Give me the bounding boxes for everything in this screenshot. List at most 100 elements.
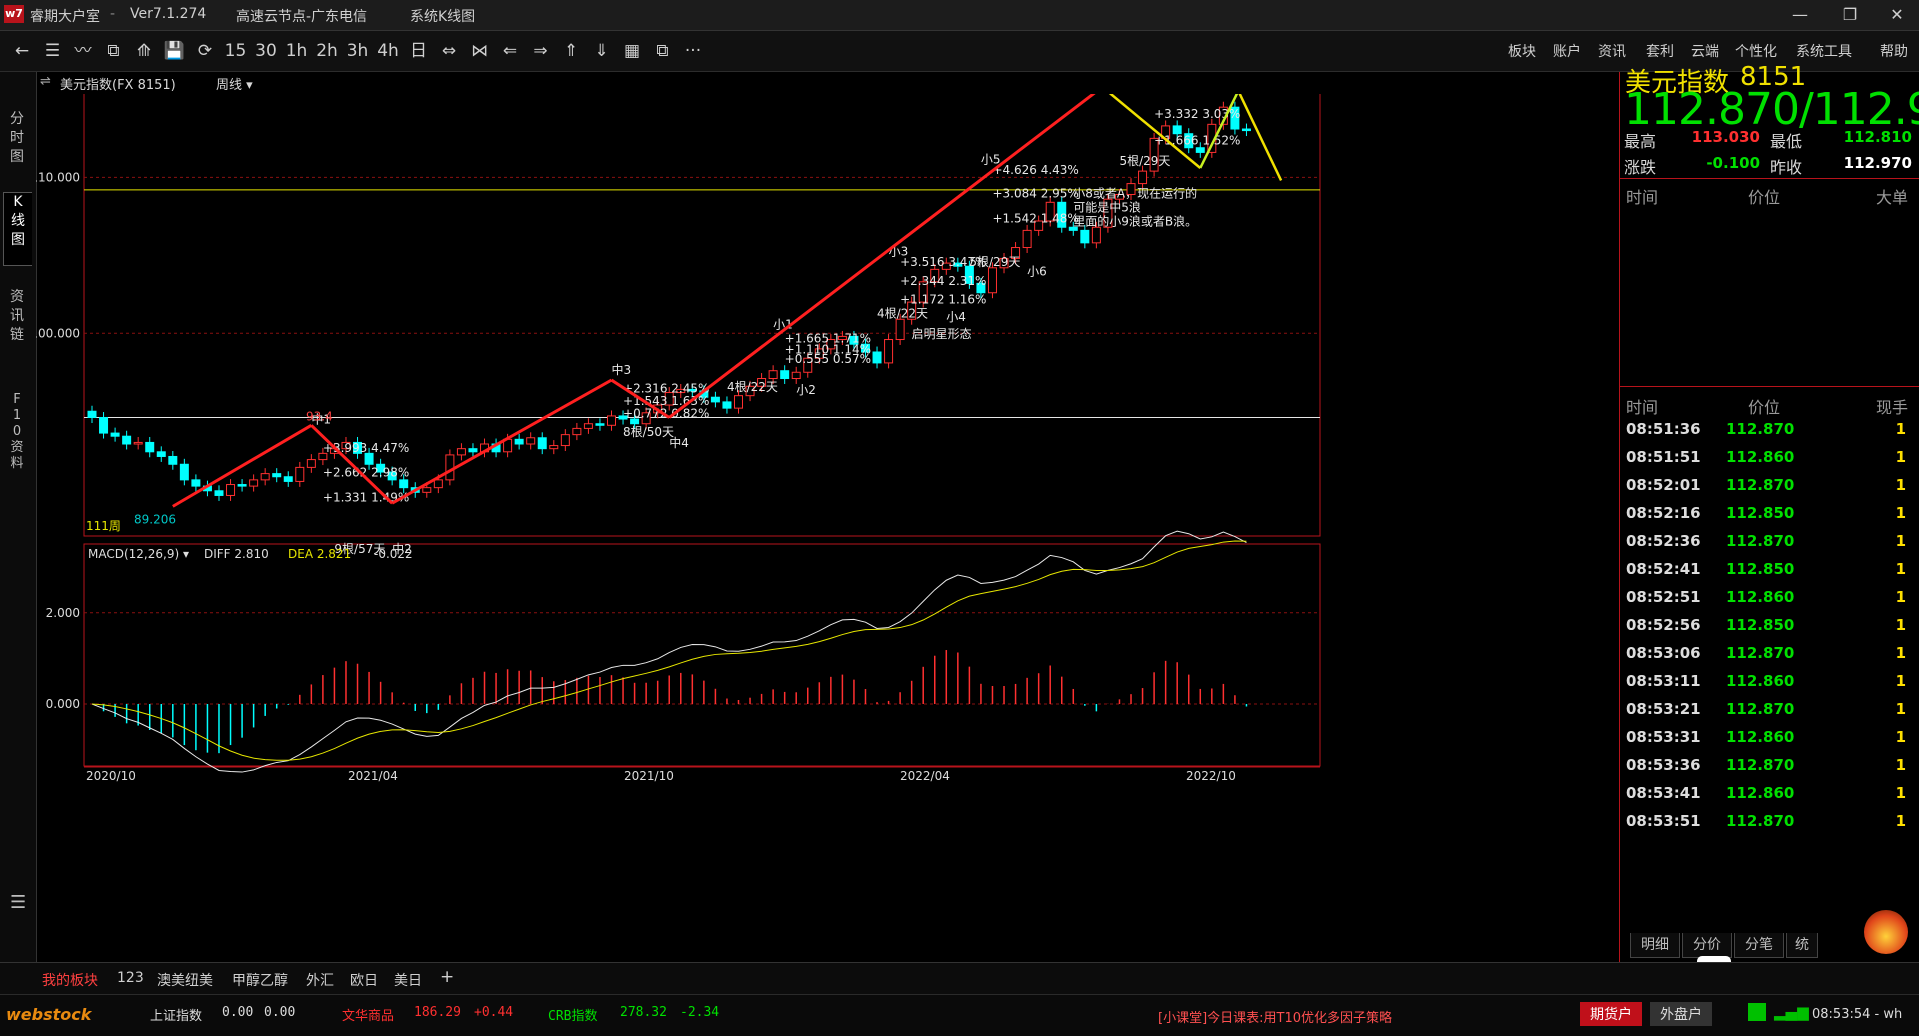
forecast-arrow-yellow	[1199, 94, 1239, 169]
candle-body	[445, 454, 455, 481]
minimize-button[interactable]: —	[1792, 5, 1808, 24]
menu-item[interactable]: 套利	[1646, 44, 1674, 60]
big-order-header-price: 价位	[1748, 188, 1781, 207]
index3-name[interactable]: CRB指数	[548, 1009, 598, 1024]
candle-body	[1138, 170, 1148, 185]
toolbar-button[interactable]: ···	[684, 41, 702, 61]
menu-item[interactable]: 资讯	[1598, 44, 1626, 60]
kline-chart[interactable]: 110.000 100.000 中1 +3.993 4.47% +2.662 2.98%…	[36, 94, 1618, 962]
tick-row: 08:52:01 112.870 1	[1620, 472, 1919, 500]
menu-item[interactable]: 板块	[1508, 44, 1536, 60]
tab-news-chain[interactable]: 资讯链	[10, 289, 24, 343]
tick-price: 112.860	[1726, 672, 1795, 690]
menu-icon[interactable]: ☰	[10, 892, 27, 913]
toolbar-button[interactable]: ☰	[44, 41, 61, 61]
toolbar-button[interactable]: ⇔	[441, 41, 457, 61]
maximize-button[interactable]: ❐	[1842, 5, 1858, 24]
menu-item[interactable]: 系统工具	[1796, 44, 1852, 60]
toolbar-button[interactable]: ▦	[623, 41, 641, 61]
toolbar-button[interactable]: 3h	[346, 41, 369, 61]
toolbar-button[interactable]: ⟰	[136, 41, 152, 61]
toolbar-button[interactable]: ⇐	[502, 41, 518, 61]
menu-item[interactable]: 帮助	[1880, 44, 1908, 60]
news-ticker[interactable]: [小课堂]今日课表:用T10优化多因子策略	[1158, 1011, 1393, 1026]
board-tab-methanol[interactable]: 甲醇乙醇	[232, 973, 288, 989]
app-name: 睿期大户室	[30, 9, 100, 25]
overseas-account-button[interactable]: 外盘户	[1650, 1002, 1712, 1026]
board-tab-forex[interactable]: 外汇	[306, 973, 334, 989]
tick-size: 1	[1895, 700, 1906, 718]
tab-detail[interactable]: 明细	[1630, 933, 1680, 958]
tick-price: 112.870	[1726, 644, 1795, 662]
candle-body	[1114, 194, 1124, 200]
macd-tick-label: 2.000	[46, 606, 80, 620]
tab-price-dist[interactable]: 分价	[1682, 933, 1732, 958]
board-tab-usd-jpy[interactable]: 美日	[394, 973, 422, 989]
toolbar-button[interactable]: ⧉	[656, 41, 669, 61]
chart-annotation: 5根/29天	[1119, 154, 1170, 168]
add-board-button[interactable]: +	[440, 967, 455, 987]
period-label: 周线	[216, 78, 243, 93]
toolbar-button[interactable]: ⇒	[533, 41, 548, 61]
toolbar-button[interactable]: 4h	[377, 41, 399, 61]
menu-item[interactable]: 个性化	[1735, 44, 1777, 60]
index2-name[interactable]: 文华商品	[342, 1009, 395, 1024]
tick-size: 1	[1895, 448, 1906, 466]
low-price-label: 89.206	[134, 513, 176, 527]
futures-account-button[interactable]: 期货户	[1580, 1002, 1642, 1026]
toolbar-button[interactable]: 2h	[316, 41, 338, 61]
chart-annotation: 9根/57天	[334, 542, 385, 556]
toolbar-button[interactable]: 15	[224, 41, 247, 61]
toolbar-button[interactable]: ⟳	[197, 41, 213, 61]
index3-change: -2.34	[680, 1005, 720, 1020]
toolbar-button[interactable]: ⇓	[594, 41, 609, 61]
toolbar-button[interactable]: 30	[255, 41, 277, 61]
toolbar-button[interactable]: ⧉	[107, 41, 120, 61]
candle-body	[757, 378, 767, 387]
low-value: 112.810	[1843, 128, 1912, 146]
tick-price: 112.850	[1726, 616, 1795, 634]
index1-name[interactable]: 上证指数	[150, 1009, 203, 1024]
menu-item[interactable]: 云端	[1691, 44, 1719, 60]
close-button[interactable]: ✕	[1890, 5, 1904, 24]
tick-size: 1	[1895, 784, 1906, 802]
quote-bid-ask: 112.870/112.900	[1624, 84, 1919, 135]
forecast-arrow-yellow	[1108, 94, 1202, 169]
board-tab-123[interactable]: 123	[117, 970, 144, 986]
tab-stats[interactable]: 统	[1786, 933, 1818, 958]
candle-body	[791, 371, 801, 380]
candle-body	[722, 401, 732, 409]
chart-annotation: +1.666 1.52%	[1154, 134, 1240, 148]
menu-item[interactable]: 账户	[1553, 44, 1581, 60]
tick-list[interactable]: 08:51:36 112.870 1 08:51:51 112.860 1 08:52:01…	[1620, 416, 1919, 846]
candle-body	[710, 396, 720, 403]
candle-body	[860, 343, 870, 353]
chart-annotation: +0.772 0.82%	[623, 406, 709, 420]
board-tab-aud-nzd[interactable]: 澳美纽美	[157, 973, 213, 989]
toolbar-button[interactable]: 日	[410, 41, 427, 61]
chart-annotation: 中2	[392, 541, 412, 556]
tab-tick[interactable]: 分笔	[1734, 933, 1784, 958]
toolbar-button[interactable]: ⋈	[471, 41, 488, 61]
chart-annotation: +1.665 1.71%	[785, 332, 871, 346]
tick-price: 112.860	[1726, 728, 1795, 746]
toolbar: ← ☰ 〰 ⧉ ⟰ 💾 ⟳ 15 30 1h 2h 3h 4h 日 ⇔ ⋈ ⇐ ⇒ ⇑ ⇓ ▦ ⧉ ··· 板块 账户 资讯 套利 云…	[0, 31, 1919, 72]
toolbar-button[interactable]: ⇑	[563, 41, 579, 61]
tick-size: 1	[1895, 644, 1906, 662]
candle-body	[814, 348, 824, 359]
period-select[interactable]: 周线 ▾	[216, 74, 253, 93]
chart-symbol[interactable]: 美元指数(FX 8151)	[60, 78, 176, 93]
toolbar-button[interactable]: 〰	[74, 41, 92, 61]
candle-body	[1195, 147, 1205, 153]
board-tab-my[interactable]: 我的板块	[42, 973, 98, 989]
tab-timeshare[interactable]: 分时图	[10, 111, 24, 165]
toolbar-button[interactable]: 1h	[285, 41, 308, 61]
toolbar-button[interactable]: ←	[14, 41, 30, 61]
prev-close-label: 昨收	[1770, 158, 1803, 177]
candle-body	[133, 441, 143, 445]
toolbar-button[interactable]: 💾	[163, 41, 186, 61]
board-tab-eur-jpy[interactable]: 欧日	[350, 973, 378, 989]
